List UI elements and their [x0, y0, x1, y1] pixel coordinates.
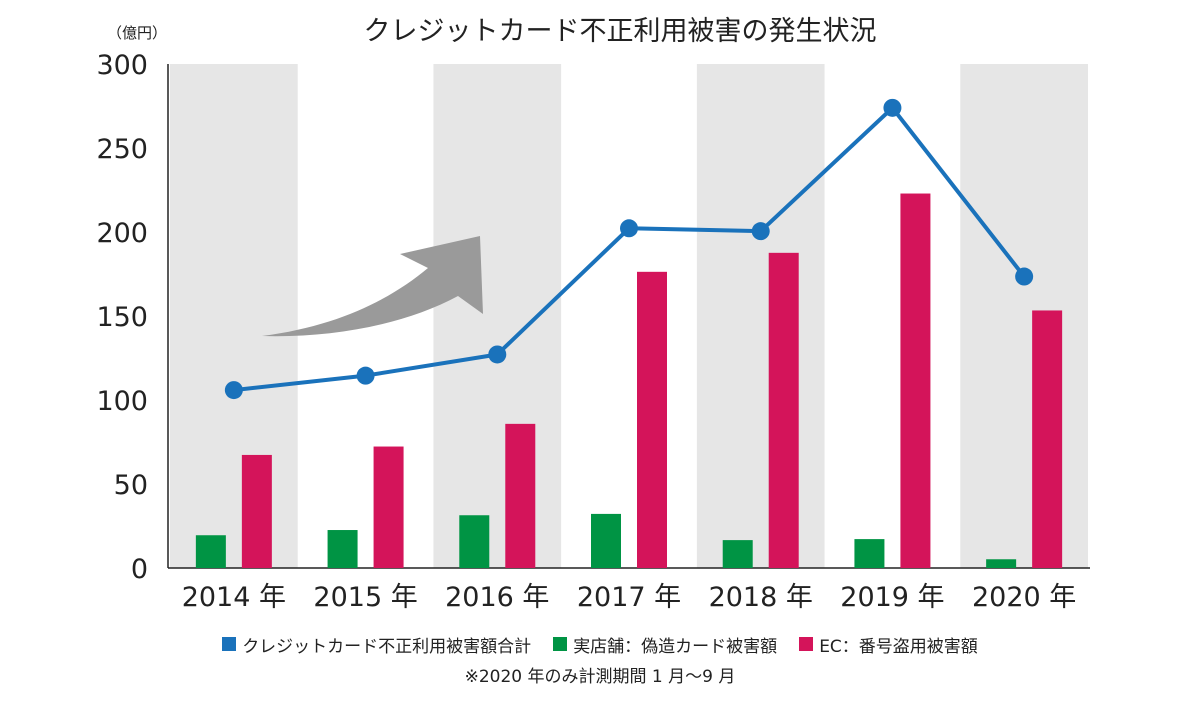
bar-ec-2 — [505, 423, 536, 568]
legend-label-counterfeit: 実店舗：偽造カード被害額 — [573, 636, 778, 657]
legend-label-total: クレジットカード不正利用被害額合計 — [242, 636, 532, 657]
bar-ec-4 — [768, 252, 799, 568]
bar-counterfeit-1 — [327, 530, 358, 568]
y-tick-label-4: 200 — [96, 218, 148, 249]
legend-item-total: クレジットカード不正利用被害額合計 — [222, 632, 531, 657]
y-tick-label-6: 300 — [96, 50, 148, 81]
x-tick-label-3: 2017 年 — [577, 582, 681, 613]
bar-counterfeit-2 — [459, 515, 490, 568]
year-band-2 — [433, 64, 562, 568]
bar-ec-1 — [373, 446, 404, 568]
y-unit-label: （億円） — [107, 24, 167, 42]
point-total-2 — [488, 345, 507, 364]
line-layer — [224, 98, 1034, 400]
legend-item-ec: EC：番号盗用被害額 — [799, 632, 978, 657]
bar-counterfeit-6 — [986, 559, 1017, 568]
y-tick-label-3: 150 — [96, 302, 148, 333]
year-band-4 — [696, 64, 825, 568]
bar-ec-0 — [241, 454, 272, 568]
x-tick-label-4: 2018 年 — [709, 582, 813, 613]
bar-counterfeit-5 — [854, 539, 885, 568]
year-band-6 — [960, 64, 1088, 568]
point-total-0 — [224, 381, 243, 400]
trend-arrow — [262, 236, 483, 337]
footnote: ※2020 年のみ計測期間 1 月〜9 月 — [464, 667, 736, 687]
chart-title: クレジットカード不正利用被害の発生状況 — [364, 16, 877, 47]
curved-up-arrow-icon — [262, 236, 483, 337]
legend-swatch-counterfeit — [553, 637, 568, 651]
point-total-1 — [356, 366, 375, 385]
x-tick-label-5: 2019 年 — [840, 582, 944, 613]
point-total-4 — [751, 222, 770, 241]
bar-ec-5 — [900, 193, 931, 568]
bar-counterfeit-4 — [722, 540, 753, 568]
x-tick-label-2: 2016 年 — [445, 582, 549, 613]
bar-ec-3 — [637, 271, 667, 568]
point-total-3 — [620, 219, 638, 238]
y-tick-label-1: 50 — [114, 470, 148, 501]
legend-label-ec: EC：番号盗用被害額 — [819, 636, 978, 657]
bar-ec-6 — [1032, 310, 1063, 568]
legend-swatch-total — [222, 637, 237, 651]
y-tick-label-2: 100 — [96, 386, 148, 417]
x-tick-label-1: 2015 年 — [313, 582, 417, 613]
legend: クレジットカード不正利用被害額合計 実店舗：偽造カード被害額 EC：番号盗用被害… — [0, 631, 1200, 657]
point-total-5 — [883, 98, 902, 117]
axis-layer: 0 50 100 150 200 250 300 2014 年 2015 年 2016 年 2017… — [96, 50, 1090, 613]
shade-layer — [170, 64, 1088, 568]
bar-counterfeit-3 — [591, 513, 621, 568]
x-tick-label-0: 2014 年 — [182, 582, 286, 613]
year-band-0 — [170, 64, 298, 568]
point-total-6 — [1015, 267, 1034, 286]
legend-item-counterfeit: 実店舗：偽造カード被害額 — [553, 632, 777, 657]
y-tick-label-5: 250 — [96, 134, 148, 165]
y-tick-label-0: 0 — [131, 554, 148, 585]
bar-counterfeit-0 — [195, 535, 226, 568]
bar-layer — [195, 193, 1063, 568]
legend-swatch-ec — [799, 637, 814, 651]
x-tick-label-6: 2020 年 — [972, 582, 1076, 613]
